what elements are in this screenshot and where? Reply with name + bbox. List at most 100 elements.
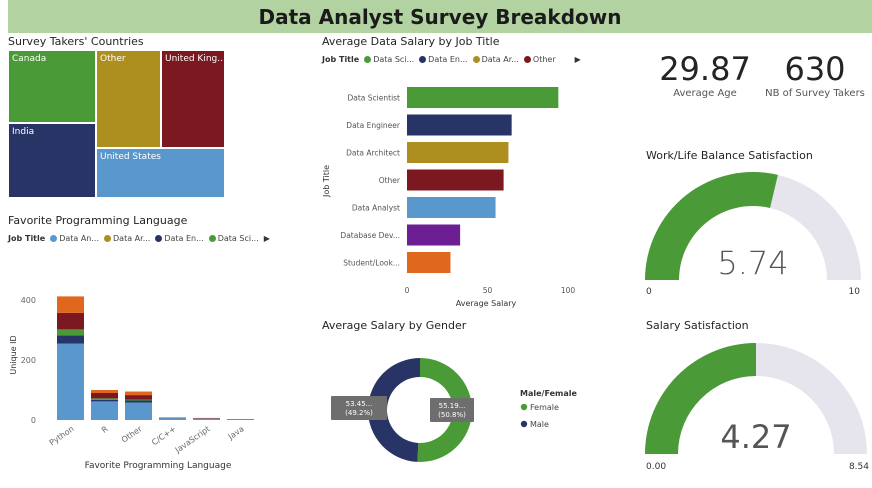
treemap-cell-other[interactable]: Other [96, 50, 161, 148]
legend-item[interactable]: Data Ar... [472, 55, 519, 64]
ytick-label: 0 [31, 416, 36, 425]
page-title: Data Analyst Survey Breakdown [258, 4, 622, 29]
countries-treemap: Canada Other United King... India United… [8, 50, 225, 198]
salary-job-legend: Job Title Data Sci... Data En... Data Ar… [322, 55, 581, 64]
legend-label: Data En... [428, 55, 468, 64]
bar-segment [91, 393, 118, 399]
bar-segment [57, 335, 84, 344]
legend-item[interactable]: Data En... [155, 234, 204, 243]
legend-label: Female [530, 403, 559, 412]
legend-dot [208, 235, 216, 242]
bar-segment [159, 417, 186, 419]
treemap-cell-united-kingdom[interactable]: United King... [161, 50, 225, 148]
bar-segment [57, 296, 84, 313]
salary-job-chart-title: Average Data Salary by Job Title [322, 35, 500, 48]
legend-title: Male/Female [520, 389, 577, 398]
gauge-fill [645, 343, 756, 454]
kpi-label: NB of Survey Takers [765, 88, 865, 99]
category-label: R [100, 424, 110, 435]
legend-dot [520, 420, 528, 428]
bar-segment [57, 343, 84, 420]
bar-segment [227, 419, 254, 420]
legend-dot [104, 235, 112, 242]
ytick-label: 200 [21, 356, 36, 365]
category-label: Data Architect [346, 149, 400, 158]
data-label-value: 55.19... [439, 402, 466, 410]
gauge-value: 4.27 [720, 418, 791, 456]
salary-job-chart: Data Scientist Data Engineer Data Architec… [322, 87, 575, 308]
bar-segment [91, 399, 118, 402]
legend-dot [523, 56, 531, 63]
treemap-label: Other [100, 54, 126, 64]
prog-lang-legend: Job Title Data An... Data Ar... Data En.… [8, 234, 270, 243]
salary-sat-gauge-title: Salary Satisfaction [646, 319, 749, 332]
ytick-label: 400 [21, 296, 36, 305]
legend-label: Data En... [164, 234, 204, 243]
legend-item[interactable]: Data Ar... [104, 234, 150, 243]
salary-gender-chart: 55.19...(50.8%) 53.45...(49.2%) Male/Fema… [331, 358, 577, 462]
category-label: Database Dev... [340, 231, 400, 240]
bar [407, 87, 559, 108]
bar-segment [125, 395, 152, 400]
legend-item[interactable]: Data Sci... [208, 234, 259, 243]
xtick-label: 0 [405, 286, 410, 295]
treemap-cell-india[interactable]: India [8, 123, 96, 198]
treemap-cell-canada[interactable]: Canada [8, 50, 96, 123]
legend-title: Job Title [322, 55, 360, 64]
category-label: Python [48, 424, 76, 447]
bar-segment [91, 390, 118, 393]
legend-scroll-right-icon[interactable]: ▶ [263, 234, 270, 243]
bar-segment [125, 400, 152, 403]
category-label: JavaScript [173, 424, 212, 455]
legend-label: Data Ar... [481, 55, 519, 64]
kpi-average-age: 29.87 Average Age [650, 50, 760, 99]
legend-label: Data An... [59, 234, 100, 243]
legend-label: Data Sci... [217, 234, 259, 243]
legend-item[interactable]: Data An... [50, 234, 99, 243]
salary-gender-chart-title: Average Salary by Gender [322, 319, 467, 332]
bar-segment [125, 402, 152, 420]
legend-scroll-right-icon[interactable]: ▶ [574, 55, 581, 64]
gauge-max-label: 8.54 [849, 462, 869, 472]
data-label-percent: (50.8%) [438, 411, 466, 419]
data-label-box [331, 396, 387, 420]
countries-chart-title: Survey Takers' Countries [8, 35, 144, 48]
bar-segment [57, 312, 84, 330]
bar-segment [91, 401, 118, 420]
gauge-min-label: 0 [646, 287, 652, 297]
salary-sat-gauge: 4.27 0.00 8.54 [645, 343, 869, 472]
donut-slice [417, 358, 472, 462]
data-label-value: 53.45... [346, 400, 373, 408]
kpi-value: 29.87 [659, 50, 751, 88]
bar-segment [91, 398, 118, 400]
bar [407, 169, 504, 191]
prog-lang-ylabel: Unique ID [9, 335, 18, 374]
xtick-label: 50 [483, 286, 493, 295]
bar [407, 114, 512, 136]
legend-dot [364, 56, 372, 63]
bar [407, 224, 461, 246]
legend-title: Job Title [8, 234, 46, 243]
donut-slice [367, 358, 420, 462]
salary-job-xlabel: Average Salary [456, 299, 517, 308]
bar [407, 142, 509, 163]
treemap-label: India [12, 127, 35, 137]
legend-label: Male [530, 420, 549, 429]
category-label: Other [120, 424, 144, 445]
treemap-cell-united-states[interactable]: United States [96, 148, 225, 198]
treemap-label: Canada [12, 54, 47, 64]
legend-dot [50, 235, 58, 242]
legend-item[interactable]: Data En... [419, 55, 468, 64]
legend-item[interactable]: Other [523, 55, 556, 64]
gauge-fill [645, 171, 778, 280]
legend-dot [419, 56, 427, 63]
treemap-label: United States [100, 152, 161, 162]
gauge-min-label: 0.00 [646, 462, 666, 472]
category-label: Data Engineer [346, 121, 401, 130]
legend-item[interactable]: Data Sci... [364, 55, 414, 64]
bar-segment [125, 391, 152, 396]
kpi-value: 630 [784, 50, 846, 88]
treemap-label: United King... [165, 54, 225, 64]
category-label: Other [379, 176, 401, 185]
prog-lang-chart-title: Favorite Programming Language [8, 214, 188, 227]
